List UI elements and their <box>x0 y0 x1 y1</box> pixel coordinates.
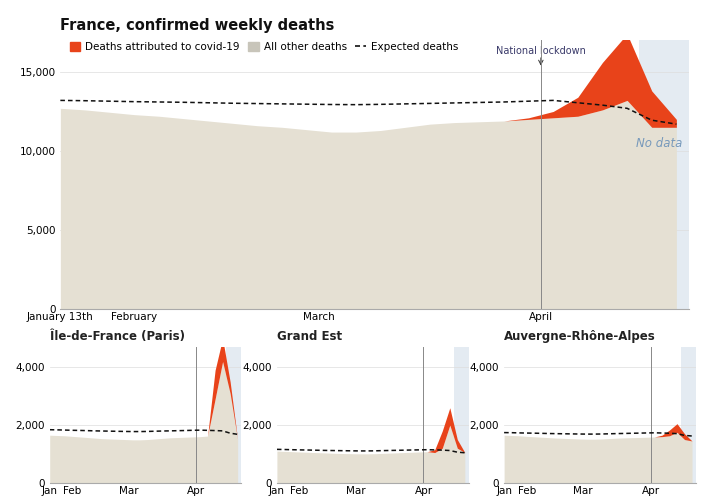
Text: No data: No data <box>636 137 682 149</box>
Bar <box>454 347 469 483</box>
Bar <box>640 40 689 309</box>
Bar <box>226 347 241 483</box>
Text: Grand Est: Grand Est <box>277 330 342 343</box>
Bar <box>681 347 696 483</box>
Text: National lockdown: National lockdown <box>496 46 586 56</box>
Text: Auvergne-Rhône-Alpes: Auvergne-Rhône-Alpes <box>504 330 656 343</box>
Text: France, confirmed weekly deaths: France, confirmed weekly deaths <box>60 18 334 33</box>
Legend: Deaths attributed to covid-19, All other deaths, Expected deaths: Deaths attributed to covid-19, All other… <box>65 38 462 56</box>
Text: Île-de-France (Paris): Île-de-France (Paris) <box>50 330 185 343</box>
